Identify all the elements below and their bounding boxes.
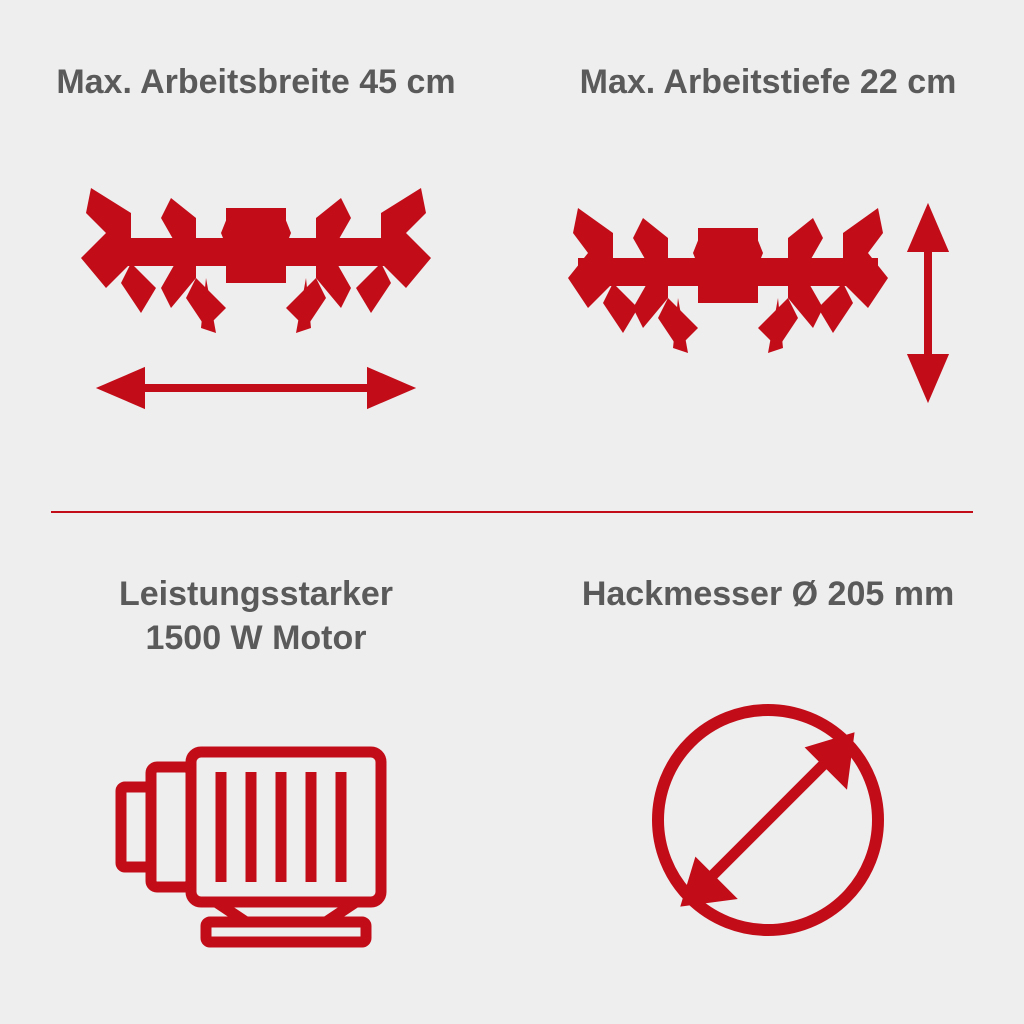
title-working-width: Max. Arbeitsbreite 45 cm	[56, 60, 455, 104]
cell-blade-diameter: Hackmesser Ø 205 mm	[512, 512, 1024, 1024]
title-working-depth: Max. Arbeitstiefe 22 cm	[580, 60, 957, 104]
icon-wrap-motor	[20, 700, 492, 984]
icon-wrap-working-depth	[532, 144, 1004, 472]
title-blade-diameter: Hackmesser Ø 205 mm	[582, 572, 954, 616]
cell-working-depth: Max. Arbeitstiefe 22 cm	[512, 0, 1024, 512]
icon-wrap-blade-diameter	[532, 656, 1004, 984]
title-motor: Leistungsstarker 1500 W Motor	[119, 572, 393, 660]
tiller-depth-icon	[568, 198, 968, 418]
diameter-icon	[643, 695, 893, 945]
motor-icon	[106, 727, 406, 957]
tiller-width-icon	[76, 178, 436, 438]
cell-motor: Leistungsstarker 1500 W Motor	[0, 512, 512, 1024]
infographic-grid: Max. Arbeitsbreite 45 cm	[0, 0, 1024, 1024]
cell-working-width: Max. Arbeitsbreite 45 cm	[0, 0, 512, 512]
divider-horizontal	[51, 511, 973, 513]
icon-wrap-working-width	[20, 144, 492, 472]
